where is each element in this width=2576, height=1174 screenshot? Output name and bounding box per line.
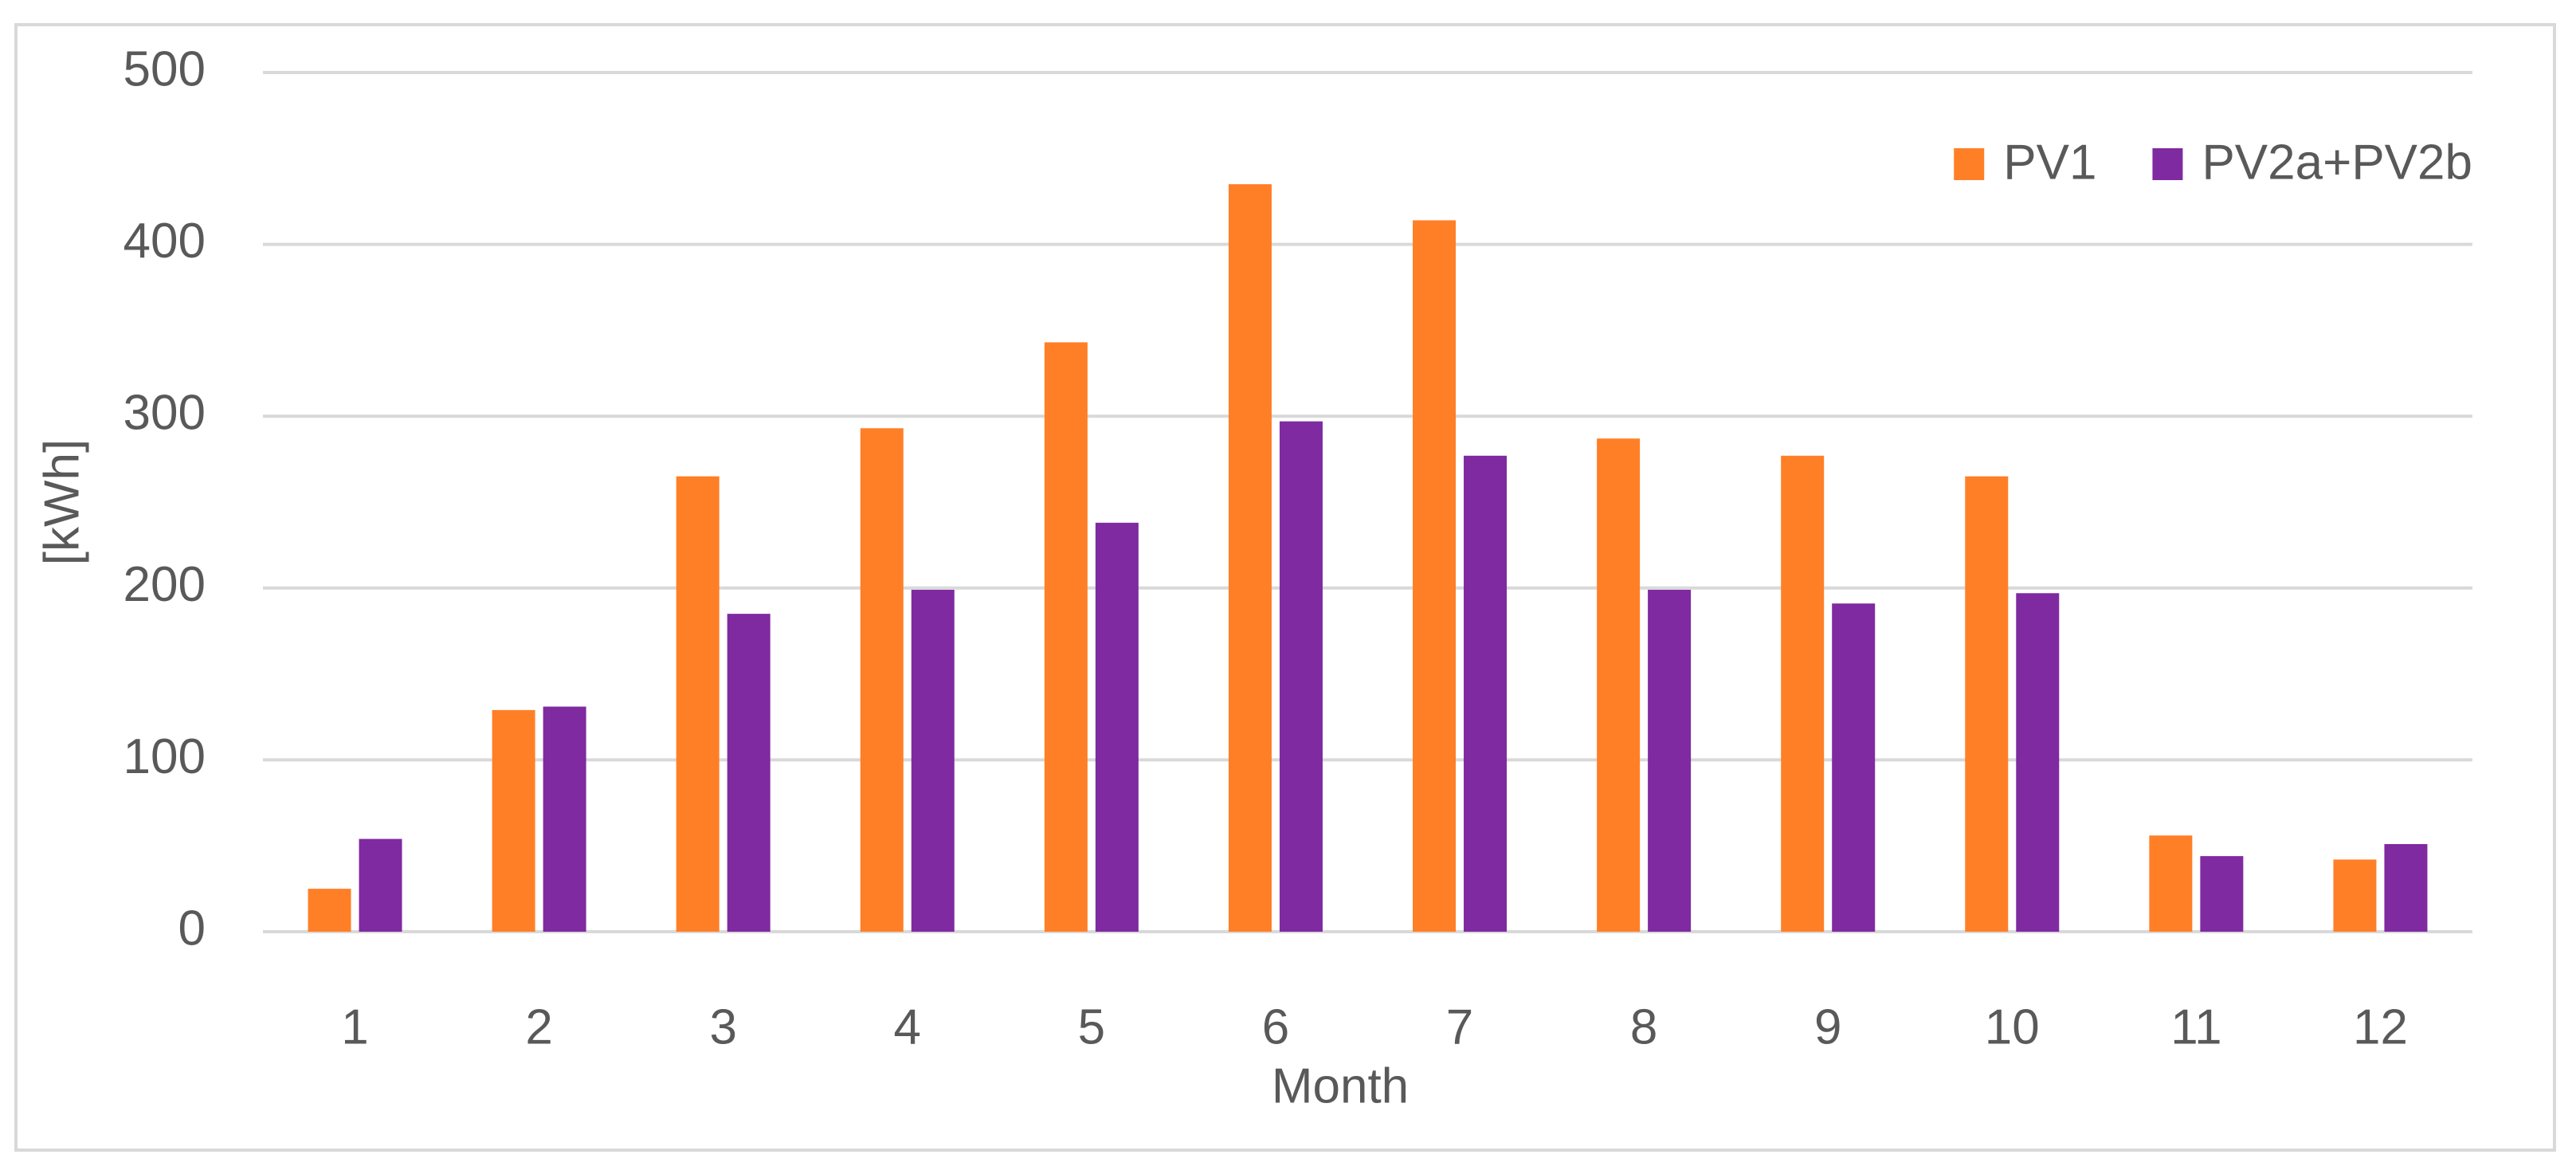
bar: [492, 709, 535, 932]
bar: [2149, 835, 2193, 932]
bar: [2016, 593, 2060, 932]
x-tick-label: 8: [1630, 999, 1657, 1054]
x-tick-label: 4: [894, 999, 921, 1054]
bar: [727, 614, 770, 932]
x-tick-label: 5: [1078, 999, 1105, 1054]
bar: [2333, 859, 2377, 932]
bar: [1413, 220, 1457, 932]
y-tick-label: 100: [124, 729, 206, 784]
legend-swatch: [2152, 148, 2183, 180]
bar: [1279, 421, 1323, 932]
x-tick-label: 6: [1262, 999, 1289, 1054]
y-tick-label: 0: [178, 901, 206, 956]
bar: [1965, 476, 2009, 932]
bar: [359, 838, 402, 932]
x-tick-label: 10: [1985, 999, 2040, 1054]
bar: [1044, 342, 1088, 932]
y-tick-label: 300: [124, 386, 206, 441]
legend-label: PV1: [2003, 135, 2096, 190]
legend-swatch: [1954, 148, 1985, 180]
y-axis-title: [kWh]: [34, 439, 89, 565]
bar: [1648, 589, 1692, 932]
x-tick-label: 7: [1446, 999, 1473, 1054]
bar: [308, 889, 351, 932]
x-tick-label: 12: [2353, 999, 2408, 1054]
x-tick-label: 1: [341, 999, 368, 1054]
x-axis-title: Month: [1272, 1058, 1409, 1113]
bar: [1095, 522, 1139, 932]
bar: [860, 428, 904, 932]
bar: [2200, 856, 2244, 932]
bar: [543, 706, 586, 932]
x-tick-label: 2: [525, 999, 552, 1054]
bar: [1781, 455, 1825, 932]
y-tick-label: 400: [124, 214, 206, 269]
bar: [2384, 844, 2428, 932]
bar: [1228, 184, 1272, 932]
x-tick-label: 3: [709, 999, 736, 1054]
bar: [1832, 603, 1876, 932]
bar: [911, 589, 955, 932]
bar: [1597, 438, 1641, 932]
x-tick-label: 11: [2170, 999, 2221, 1054]
y-tick-label: 200: [124, 557, 206, 612]
legend-label: PV2a+PV2b: [2202, 135, 2472, 190]
bar: [676, 476, 719, 932]
y-tick-label: 500: [124, 41, 206, 96]
x-tick-label: 9: [1814, 999, 1841, 1054]
bar: [1464, 455, 1508, 932]
